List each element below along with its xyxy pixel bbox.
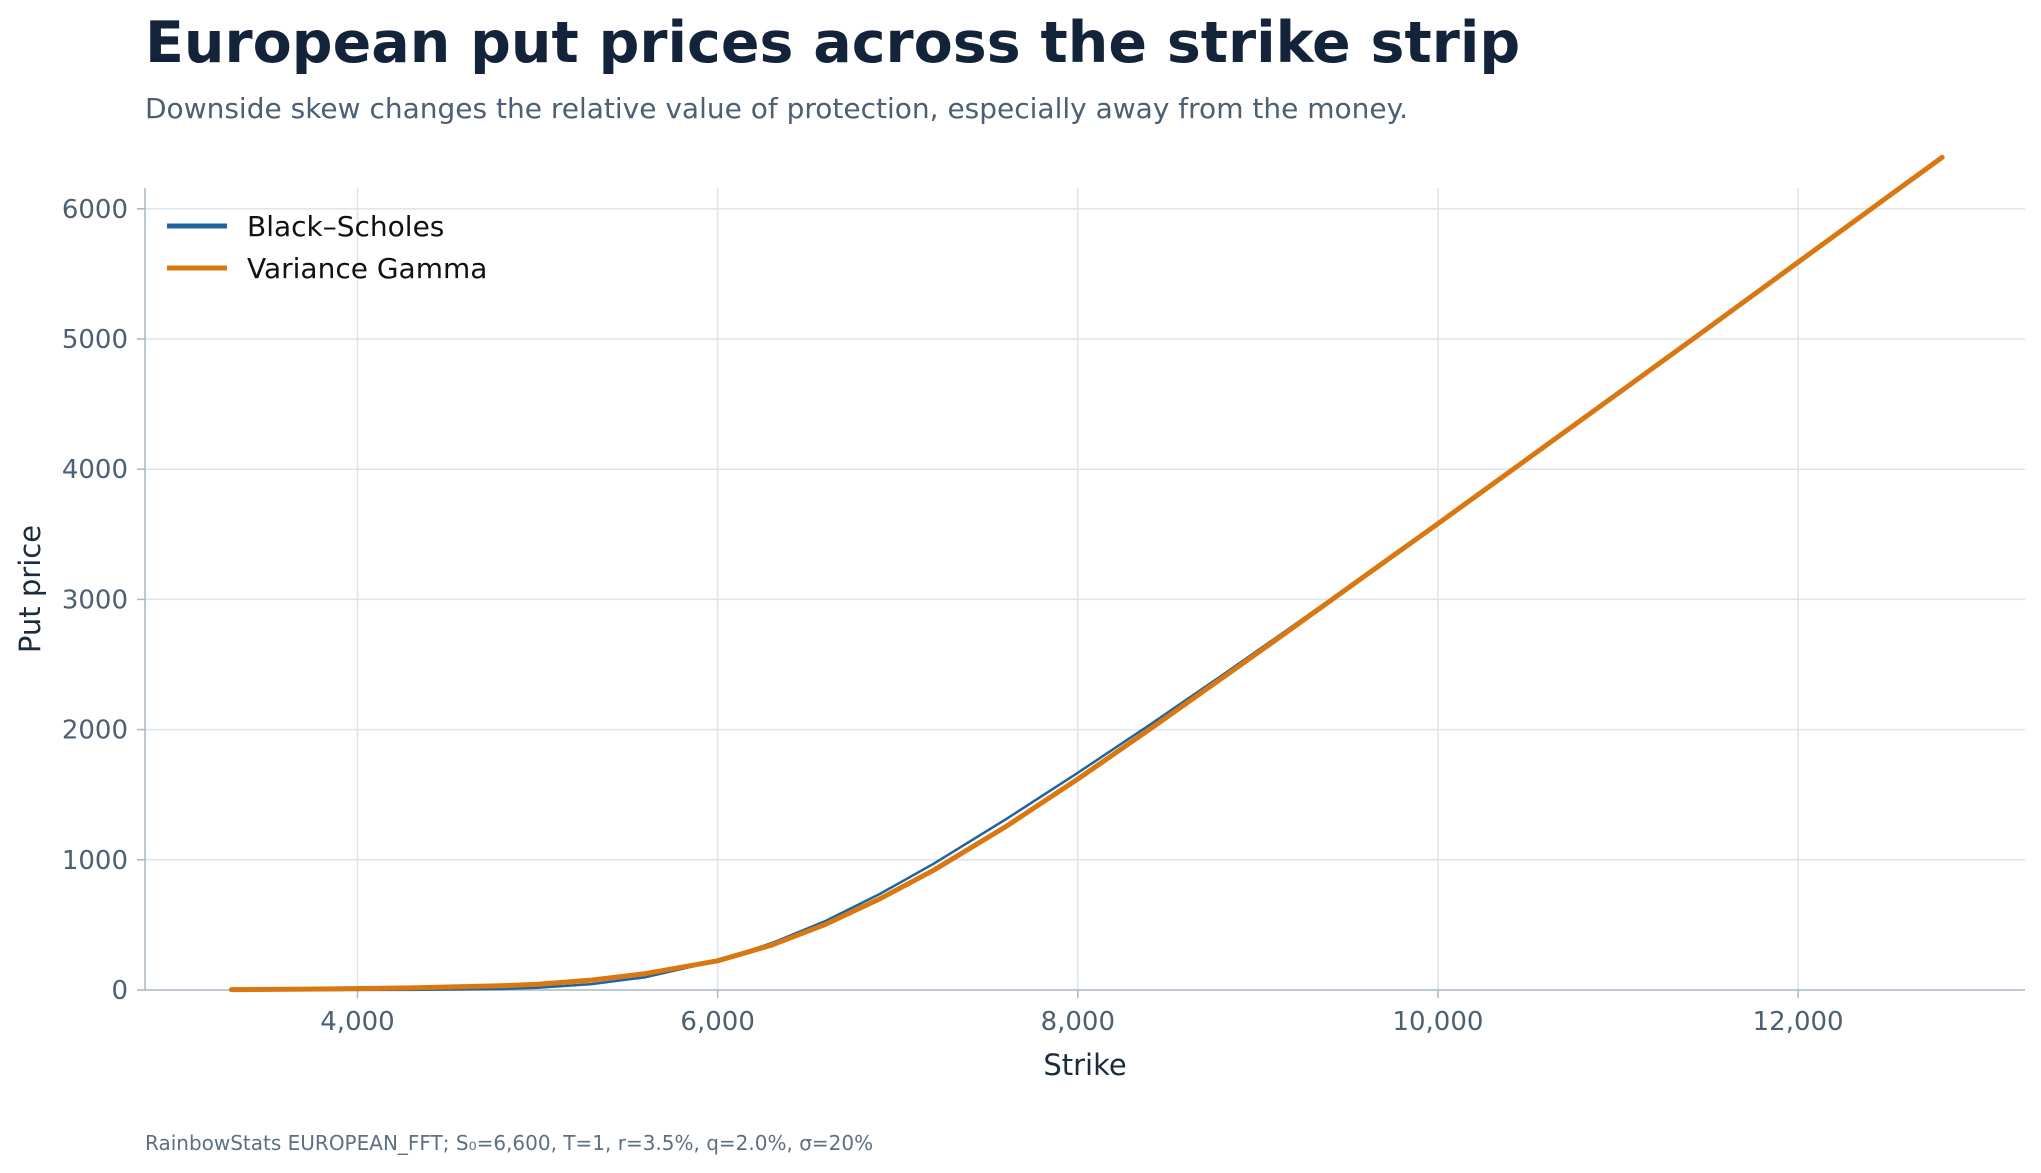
legend-label: Variance Gamma [247,252,487,285]
x-tick-label: 10,000 [1392,1007,1483,1037]
series-lines [228,154,1945,993]
source-footnote: RainbowStats EUROPEAN_FFT; S₀=6,600, T=1… [145,1131,874,1155]
chart-subtitle: Downside skew changes the relative value… [145,92,1409,125]
x-tick-label: 6,000 [680,1007,754,1037]
black-scholes-line [230,156,1944,992]
axes: 4,000 6,000 8,000 10,000 12,000 0 1000 2000 3000… [13,188,2025,1082]
y-tick-label: 0 [111,976,128,1006]
x-tick-label: 8,000 [1041,1007,1115,1037]
y-tick-label: 3000 [62,585,128,615]
grid [145,188,2025,990]
x-tick-label: 12,000 [1753,1007,1844,1037]
x-axis-title: Strike [1043,1048,1126,1082]
y-tick-label: 1000 [62,846,128,876]
y-tick-label: 6000 [62,195,128,225]
y-tick-label: 4000 [62,455,128,485]
y-tick-label: 2000 [62,716,128,746]
legend-label: Black–Scholes [247,210,444,243]
legend: Black–Scholes Variance Gamma [167,210,487,285]
chart-title: European put prices across the strike st… [145,10,1521,76]
y-axis-title: Put price [13,525,47,653]
x-tick-label: 4,000 [320,1007,394,1037]
variance-gamma-line [228,154,1945,993]
y-tick-label: 5000 [62,325,128,355]
